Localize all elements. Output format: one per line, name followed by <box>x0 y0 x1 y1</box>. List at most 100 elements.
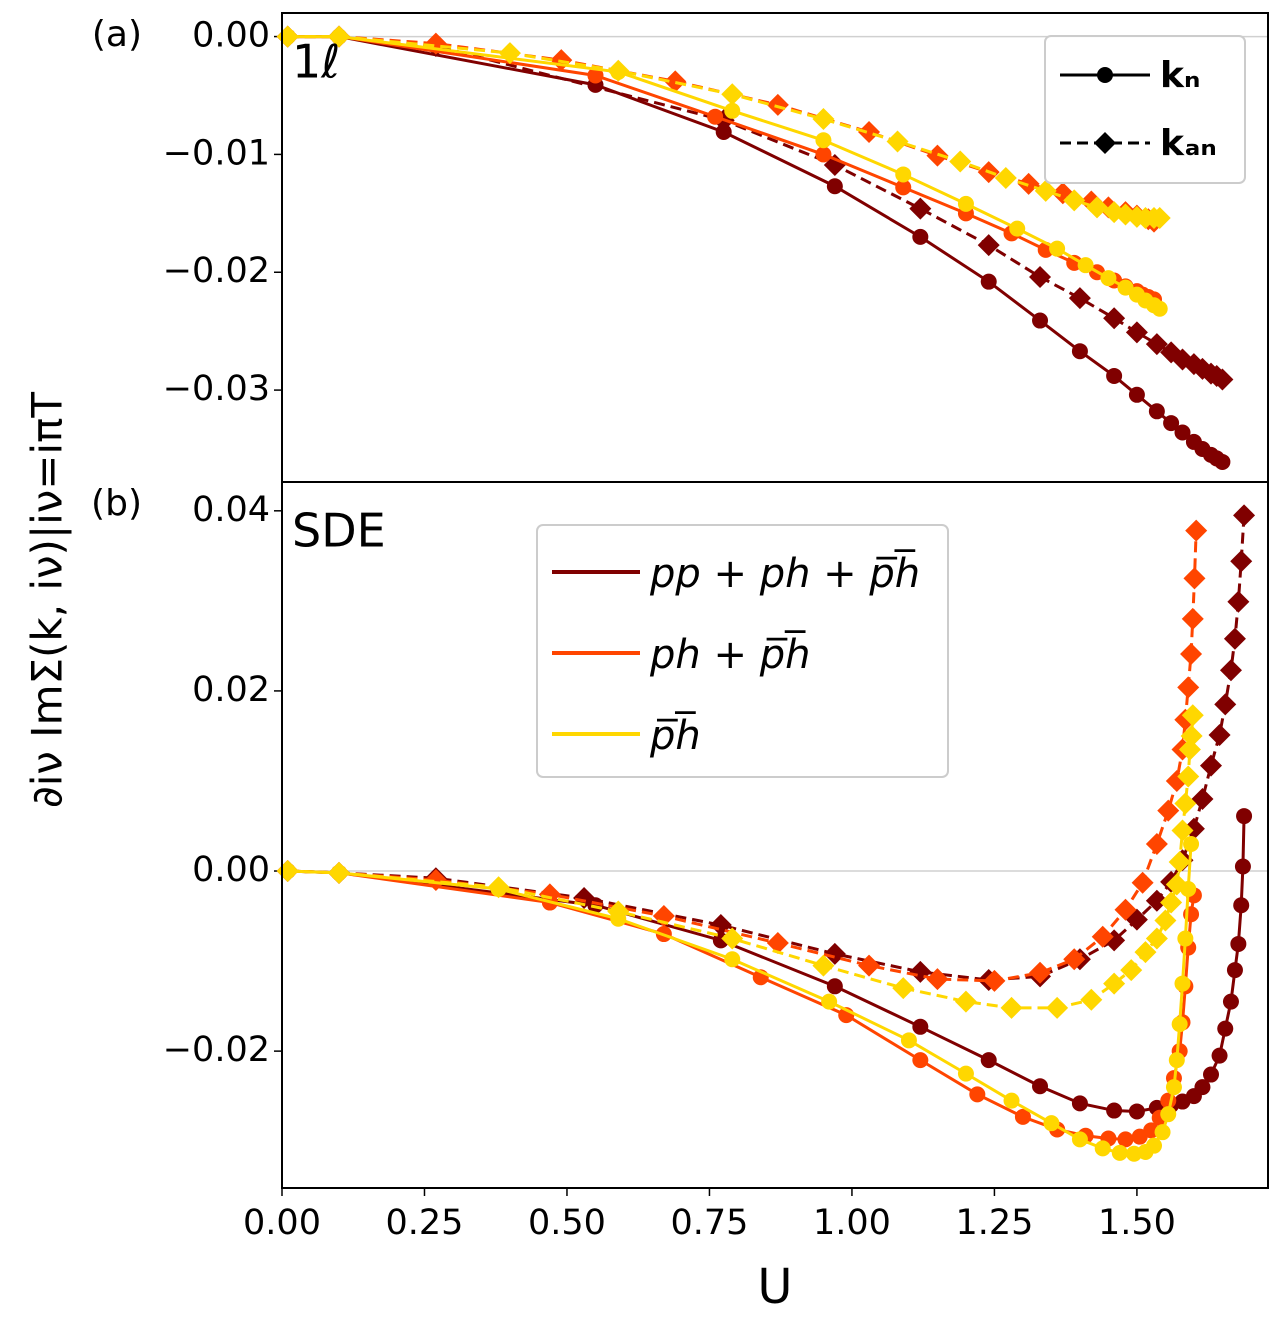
data-point <box>1029 961 1052 984</box>
x-tick-label: 1.50 <box>1098 1203 1176 1243</box>
data-point <box>1100 270 1117 287</box>
data-point <box>1000 996 1023 1019</box>
data-point <box>1219 659 1242 682</box>
plot-frame <box>281 481 1269 1189</box>
data-point <box>1014 1108 1031 1125</box>
data-point <box>1071 1131 1088 1148</box>
data-point <box>1145 333 1168 356</box>
data-point <box>812 108 835 131</box>
x-tick-label: 0.50 <box>528 1203 606 1243</box>
x-tick-label: 0.00 <box>243 1203 321 1243</box>
data-point <box>1180 724 1203 747</box>
data-point <box>1154 1124 1171 1141</box>
x-axis-label: U <box>757 1259 792 1315</box>
data-point <box>1168 1052 1185 1069</box>
data-point <box>912 1052 929 1069</box>
data-point <box>1160 1106 1177 1123</box>
data-point <box>900 1032 917 1049</box>
data-point <box>587 67 604 84</box>
data-point <box>1068 287 1091 310</box>
data-point <box>957 195 974 212</box>
data-point <box>1029 265 1052 288</box>
data-point <box>821 993 838 1010</box>
data-point <box>1230 550 1253 573</box>
data-point <box>327 25 350 48</box>
data-point <box>1043 1115 1060 1132</box>
annotation: 1ℓ <box>292 35 340 89</box>
data-point <box>892 977 915 1000</box>
data-point <box>1077 257 1094 274</box>
legend-box <box>536 524 949 778</box>
data-point <box>949 150 972 173</box>
data-point <box>1214 453 1231 470</box>
data-point <box>826 978 843 995</box>
data-point <box>715 124 732 141</box>
legend-marker <box>1094 132 1116 154</box>
legend-label: ph + p̅h̅ <box>649 630 810 678</box>
data-point <box>1217 1020 1234 1037</box>
data-point <box>1148 207 1171 230</box>
x-tick-label: 0.25 <box>386 1203 464 1243</box>
x-tick-label: 0.75 <box>670 1203 748 1243</box>
data-point <box>1236 808 1253 825</box>
data-point <box>1165 873 1188 896</box>
data-point <box>1080 988 1103 1011</box>
data-point <box>498 42 521 65</box>
data-point <box>1208 724 1231 747</box>
data-point <box>886 130 909 153</box>
series-line <box>287 816 1246 1113</box>
panel-label: (a) <box>92 14 142 55</box>
data-point <box>1177 676 1200 699</box>
legend-marker <box>1097 67 1113 83</box>
y-tick-label: −0.02 <box>163 1030 270 1070</box>
data-point <box>607 900 630 923</box>
data-point <box>1154 909 1177 932</box>
y-tick-label: 0.02 <box>192 670 270 710</box>
data-point <box>721 927 744 950</box>
data-point <box>1230 935 1247 952</box>
data-point <box>1114 898 1137 921</box>
data-point <box>707 108 724 125</box>
data-point <box>1171 1016 1188 1033</box>
data-point <box>912 1018 929 1035</box>
data-point <box>487 876 510 899</box>
y-tick-label: 0.00 <box>192 850 270 890</box>
data-point <box>1151 300 1168 317</box>
data-point <box>1145 833 1168 856</box>
data-point <box>1194 1079 1211 1096</box>
data-point <box>1125 321 1148 344</box>
data-point <box>1148 403 1165 420</box>
data-point <box>1046 996 1069 1019</box>
data-point <box>858 954 881 977</box>
data-point <box>1211 368 1234 391</box>
series-line <box>287 35 1161 311</box>
data-point <box>983 969 1006 992</box>
data-point <box>980 1052 997 1069</box>
data-point <box>1233 504 1256 527</box>
data-point <box>1128 1103 1145 1120</box>
data-point <box>1200 754 1223 777</box>
data-point <box>1071 343 1088 360</box>
data-point <box>607 59 630 82</box>
data-point <box>954 990 977 1013</box>
x-tick-label: 1.00 <box>813 1203 891 1243</box>
data-point <box>721 83 744 106</box>
data-point <box>1111 1144 1128 1161</box>
data-point <box>424 869 447 892</box>
data-point <box>895 179 912 196</box>
data-point <box>1145 927 1168 950</box>
data-point <box>1146 1137 1163 1154</box>
data-point <box>276 860 299 883</box>
annotation: SDE <box>292 504 386 558</box>
data-point <box>1131 871 1154 894</box>
data-point <box>1174 424 1191 441</box>
data-point <box>909 197 932 220</box>
data-point <box>1177 765 1200 788</box>
data-point <box>1178 738 1201 761</box>
data-point <box>1222 993 1239 1010</box>
data-point <box>1226 962 1243 979</box>
data-point <box>1034 179 1057 202</box>
data-point <box>1106 367 1123 384</box>
legend-label: kₙ <box>1160 55 1200 96</box>
